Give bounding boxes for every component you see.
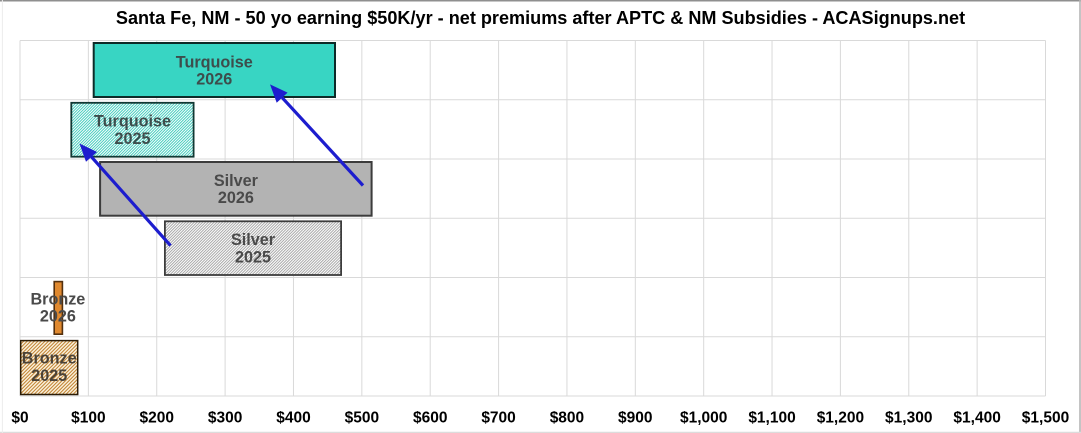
svg-text:$200: $200 (139, 409, 173, 426)
svg-text:$1,000: $1,000 (680, 409, 727, 426)
svg-text:$1,300: $1,300 (885, 409, 932, 426)
svg-text:Turquoise: Turquoise (176, 53, 253, 71)
svg-text:2026: 2026 (196, 71, 232, 89)
svg-text:$900: $900 (618, 409, 652, 426)
svg-text:$1,100: $1,100 (748, 409, 795, 426)
svg-text:2025: 2025 (235, 248, 271, 266)
svg-text:$700: $700 (481, 409, 515, 426)
svg-text:2026: 2026 (218, 189, 254, 207)
svg-text:$500: $500 (345, 409, 379, 426)
svg-text:$1,200: $1,200 (817, 409, 864, 426)
svg-text:Turquoise: Turquoise (94, 113, 171, 131)
svg-text:2026: 2026 (40, 308, 76, 326)
svg-text:$800: $800 (550, 409, 584, 426)
svg-text:2025: 2025 (31, 367, 67, 385)
svg-text:Silver: Silver (231, 231, 276, 249)
svg-text:2025: 2025 (114, 130, 150, 148)
svg-text:Silver: Silver (214, 172, 259, 190)
svg-text:$400: $400 (276, 409, 310, 426)
svg-text:$0: $0 (11, 409, 28, 426)
svg-text:$600: $600 (413, 409, 447, 426)
svg-text:Santa Fe, NM - 50 yo earning $: Santa Fe, NM - 50 yo earning $50K/yr - n… (116, 8, 965, 28)
svg-text:Bronze: Bronze (30, 290, 85, 308)
svg-text:Bronze: Bronze (22, 350, 77, 368)
svg-text:$300: $300 (208, 409, 242, 426)
svg-text:$1,400: $1,400 (953, 409, 1000, 426)
svg-text:$1,500: $1,500 (1022, 409, 1069, 426)
svg-text:$100: $100 (71, 409, 105, 426)
